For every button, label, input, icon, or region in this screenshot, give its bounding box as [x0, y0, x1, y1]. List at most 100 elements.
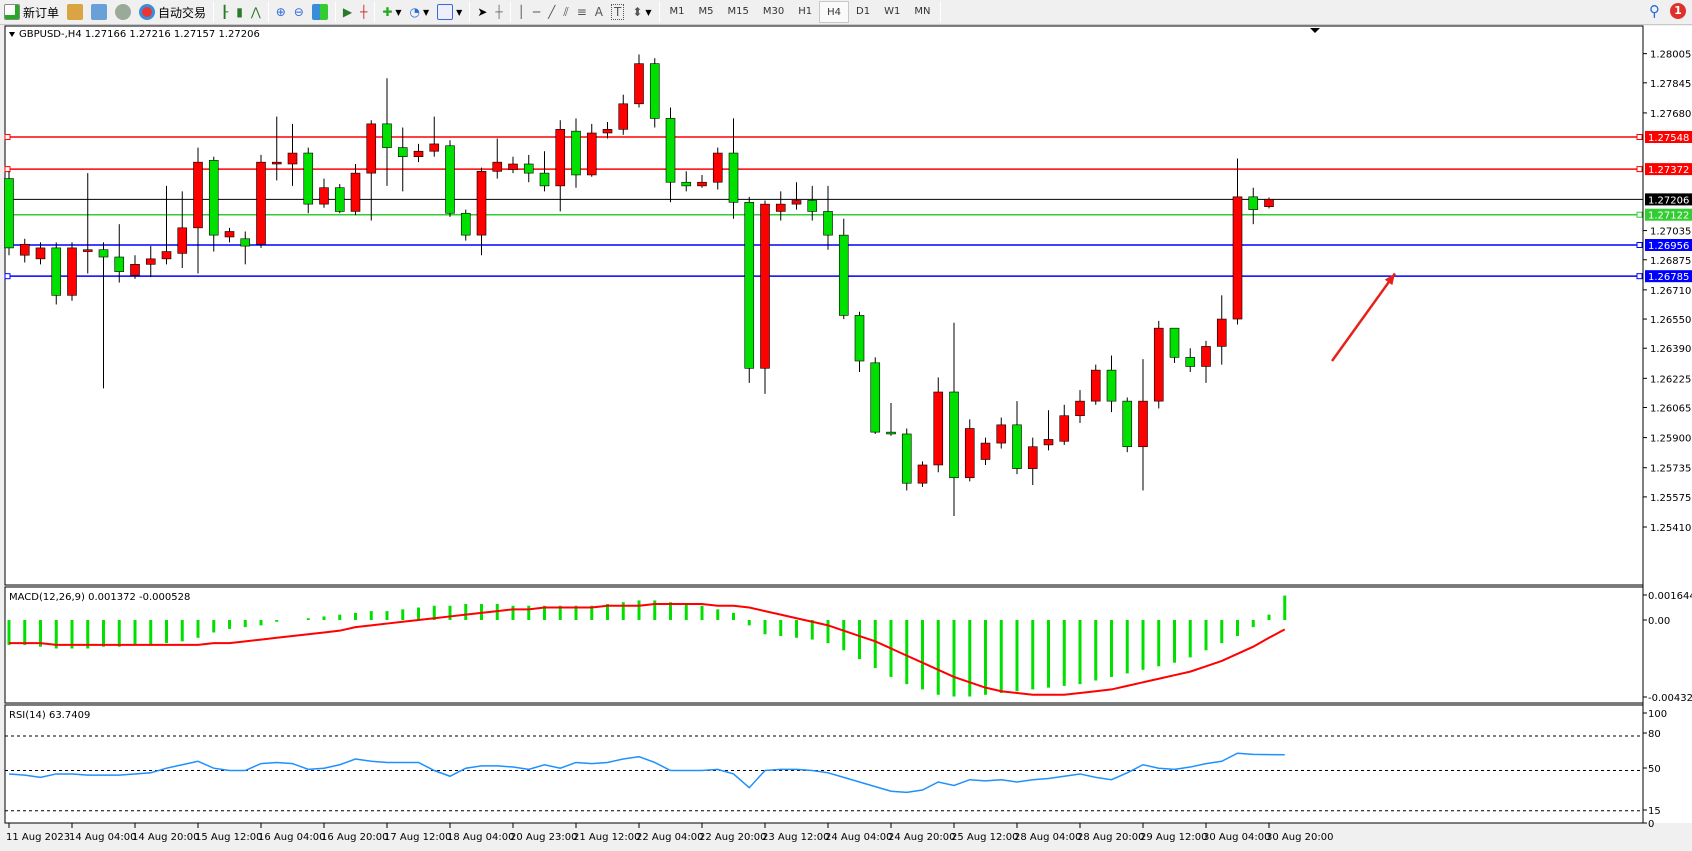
timeframe-m1[interactable]: M1 [669, 6, 685, 17]
time-tick-label: 11 Aug 2023 [6, 832, 70, 843]
timeframe-h1[interactable]: H1 [798, 6, 813, 17]
separator [940, 2, 942, 22]
bar-chart-button[interactable]: ┠ [217, 1, 232, 23]
history-button[interactable] [63, 1, 87, 23]
candle [964, 419, 975, 482]
notification-badge[interactable]: 1 [1670, 3, 1686, 19]
level-handle[interactable] [4, 166, 11, 173]
arrows-icon: ⬍ [632, 5, 643, 19]
timeframe-m30[interactable]: M30 [762, 6, 785, 17]
signals-icon [115, 4, 132, 20]
crosshair-button[interactable]: ┼ [491, 1, 506, 23]
text-label-button[interactable]: T [607, 1, 628, 23]
auto-trading-button[interactable]: 自动交易 [135, 1, 210, 23]
signals-button[interactable] [111, 1, 135, 23]
indicators-button[interactable]: ✚ ▼ [378, 1, 405, 23]
chart-shift-button[interactable]: ┼ [356, 1, 371, 23]
main-panel[interactable] [4, 25, 1644, 586]
level-handle[interactable] [1636, 211, 1643, 218]
arrows-button[interactable]: ⬍ ▼ [628, 1, 655, 23]
rsi-line [8, 752, 1285, 794]
candlestick-button[interactable]: ▮ [232, 1, 247, 23]
time-tick-label: 23 Aug 12:00 [762, 832, 829, 843]
candle [445, 140, 455, 217]
level-handle[interactable] [1636, 273, 1643, 280]
candle [350, 163, 361, 216]
cursor-button[interactable]: ➤ [473, 1, 491, 23]
auto-scroll-button[interactable]: ▶ [339, 1, 356, 23]
bar-chart-icon: ┠ [221, 5, 229, 19]
search-icon[interactable]: ⚲ [1649, 2, 1660, 20]
price-tick-label: 1.25575 [1650, 493, 1691, 504]
history-icon [67, 4, 84, 20]
price-tick-label: 1.25735 [1650, 464, 1691, 475]
candle [949, 322, 959, 517]
collapse-icon[interactable] [9, 32, 15, 37]
candle [1232, 158, 1243, 325]
candle [744, 196, 755, 383]
zoom-out-button[interactable]: ⊖ [290, 1, 308, 23]
separator [658, 2, 660, 22]
timeframe-m15[interactable]: M15 [727, 6, 749, 17]
new-order-button[interactable]: 新订单 [0, 1, 63, 23]
timeframe-h4[interactable]: H4 [819, 1, 850, 23]
macd-panel[interactable] [4, 586, 1644, 704]
chart-title: GBPUSD-,H4 1.27166 1.27216 1.27157 1.272… [19, 29, 260, 40]
time-tick-label: 28 Aug 20:00 [1077, 832, 1144, 843]
horizontal-line-button[interactable]: ─ [529, 1, 544, 23]
time-tick-label: 15 Aug 12:00 [195, 832, 262, 843]
zoom-out-icon: ⊖ [293, 5, 304, 19]
level-handle[interactable] [4, 273, 11, 280]
level-handle[interactable] [1636, 134, 1643, 140]
price-tick-label: 1.26225 [1650, 374, 1691, 385]
rsi-tick-label: 100 [1648, 709, 1667, 720]
macd-tick-label: -0.004326 [1648, 693, 1692, 704]
zoom-in-button[interactable]: ⊕ [272, 1, 290, 23]
time-tick-label: 29 Aug 12:00 [1140, 832, 1207, 843]
market-watch-button[interactable] [87, 1, 111, 23]
vertical-line-icon: │ [517, 5, 525, 19]
timeframe-mn[interactable]: MN [914, 6, 931, 17]
cursor-icon: ➤ [477, 5, 488, 19]
fibo-fan-button[interactable]: ≡ [573, 1, 591, 23]
time-tick-label: 14 Aug 04:00 [69, 832, 136, 843]
chart-window[interactable]: GBPUSD-,H4 1.27166 1.27216 1.27157 1.272… [0, 25, 1692, 851]
candle [917, 461, 928, 487]
candle [775, 191, 786, 221]
price-tick-label: 1.25900 [1650, 434, 1691, 445]
arrow-annotation[interactable] [1330, 272, 1397, 362]
candle [1122, 397, 1133, 453]
macd-signal-line [9, 602, 1286, 696]
timeframe-m5[interactable]: M5 [698, 6, 714, 17]
timeframe-d1[interactable]: D1 [856, 6, 871, 17]
candle [224, 227, 235, 243]
trendline-button[interactable]: ╱ [544, 1, 559, 23]
time-tick-label: 16 Aug 04:00 [258, 832, 325, 843]
arrow-head [1384, 273, 1395, 286]
vertical-line-button[interactable]: │ [514, 1, 529, 23]
separator [509, 2, 511, 22]
auto-scroll-icon: ▶ [342, 5, 353, 19]
candle [130, 255, 140, 279]
chart-shift-marker[interactable] [1310, 28, 1320, 33]
timeframe-w1[interactable]: W1 [884, 6, 901, 17]
time-tick-label: 16 Aug 20:00 [321, 832, 388, 843]
line-chart-button[interactable]: ⋀ [247, 1, 265, 23]
price-level-tag [1645, 163, 1692, 176]
fibonacci-button[interactable]: ⫽ [559, 1, 572, 23]
text-button[interactable]: A [591, 1, 607, 23]
periods-button[interactable]: ◔ ▼ [406, 1, 434, 23]
price-level-tag [1645, 208, 1692, 221]
level-handle[interactable] [1636, 166, 1643, 173]
rsi-panel[interactable] [4, 704, 1644, 824]
candle [586, 123, 597, 177]
tile-windows-button[interactable] [308, 1, 332, 23]
level-handle[interactable] [4, 134, 11, 140]
candle [366, 120, 377, 221]
candle [476, 167, 487, 256]
level-handle[interactable] [1636, 241, 1643, 248]
price-tick-label: 1.26875 [1650, 256, 1691, 267]
templates-button[interactable]: ▼ [433, 1, 466, 23]
new-order-icon [4, 4, 20, 20]
price-level-label: 1.26785 [1648, 272, 1689, 283]
